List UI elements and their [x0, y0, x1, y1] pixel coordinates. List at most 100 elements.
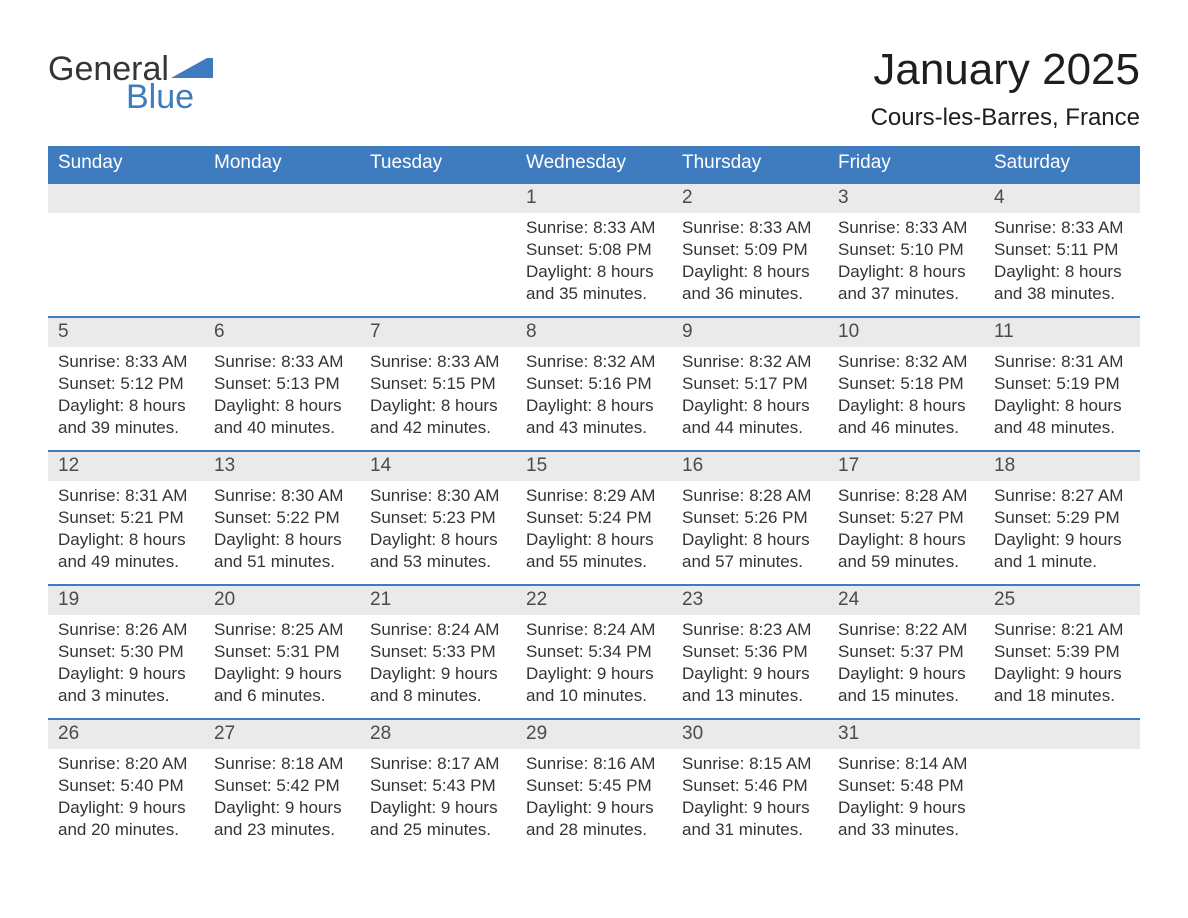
sunrise-text: Sunrise: 8:20 AM	[58, 753, 194, 775]
sunrise-text: Sunrise: 8:27 AM	[994, 485, 1130, 507]
day-number: 20	[204, 586, 360, 615]
sunset-text: Sunset: 5:48 PM	[838, 775, 974, 797]
sunrise-text: Sunrise: 8:21 AM	[994, 619, 1130, 641]
day-of-week-cell: Wednesday	[516, 146, 672, 182]
daylight-text: Daylight: 8 hours and 51 minutes.	[214, 529, 350, 573]
day-number-strip: 567891011	[48, 318, 1140, 347]
day-of-week-cell: Thursday	[672, 146, 828, 182]
day-cell: Sunrise: 8:28 AMSunset: 5:26 PMDaylight:…	[672, 481, 828, 584]
day-body-strip: Sunrise: 8:33 AMSunset: 5:08 PMDaylight:…	[48, 213, 1140, 316]
sunset-text: Sunset: 5:36 PM	[682, 641, 818, 663]
daylight-text: Daylight: 9 hours and 18 minutes.	[994, 663, 1130, 707]
daylight-text: Daylight: 8 hours and 59 minutes.	[838, 529, 974, 573]
day-cell	[984, 749, 1140, 852]
day-cell: Sunrise: 8:30 AMSunset: 5:23 PMDaylight:…	[360, 481, 516, 584]
daylight-text: Daylight: 9 hours and 28 minutes.	[526, 797, 662, 841]
sunrise-text: Sunrise: 8:32 AM	[838, 351, 974, 373]
day-number: 29	[516, 720, 672, 749]
sunrise-text: Sunrise: 8:30 AM	[214, 485, 350, 507]
day-cell: Sunrise: 8:31 AMSunset: 5:21 PMDaylight:…	[48, 481, 204, 584]
day-cell: Sunrise: 8:33 AMSunset: 5:15 PMDaylight:…	[360, 347, 516, 450]
calendar-grid: SundayMondayTuesdayWednesdayThursdayFrid…	[48, 146, 1140, 852]
daylight-text: Daylight: 8 hours and 38 minutes.	[994, 261, 1130, 305]
day-of-week-cell: Monday	[204, 146, 360, 182]
daylight-text: Daylight: 9 hours and 13 minutes.	[682, 663, 818, 707]
sunrise-text: Sunrise: 8:16 AM	[526, 753, 662, 775]
day-number: 11	[984, 318, 1140, 347]
month-year-title: January 2025	[871, 46, 1140, 94]
day-number-strip: 262728293031	[48, 720, 1140, 749]
sunrise-text: Sunrise: 8:15 AM	[682, 753, 818, 775]
day-number	[984, 720, 1140, 749]
sunset-text: Sunset: 5:40 PM	[58, 775, 194, 797]
sunset-text: Sunset: 5:17 PM	[682, 373, 818, 395]
daylight-text: Daylight: 8 hours and 37 minutes.	[838, 261, 974, 305]
daylight-text: Daylight: 8 hours and 43 minutes.	[526, 395, 662, 439]
sunrise-text: Sunrise: 8:33 AM	[526, 217, 662, 239]
sunset-text: Sunset: 5:27 PM	[838, 507, 974, 529]
day-number: 7	[360, 318, 516, 347]
day-number: 15	[516, 452, 672, 481]
sunset-text: Sunset: 5:13 PM	[214, 373, 350, 395]
sunrise-text: Sunrise: 8:26 AM	[58, 619, 194, 641]
day-number: 21	[360, 586, 516, 615]
daylight-text: Daylight: 8 hours and 36 minutes.	[682, 261, 818, 305]
sunrise-text: Sunrise: 8:32 AM	[682, 351, 818, 373]
daylight-text: Daylight: 8 hours and 42 minutes.	[370, 395, 506, 439]
daylight-text: Daylight: 9 hours and 6 minutes.	[214, 663, 350, 707]
day-cell: Sunrise: 8:29 AMSunset: 5:24 PMDaylight:…	[516, 481, 672, 584]
sunrise-text: Sunrise: 8:33 AM	[370, 351, 506, 373]
day-number: 22	[516, 586, 672, 615]
sunset-text: Sunset: 5:31 PM	[214, 641, 350, 663]
day-number: 23	[672, 586, 828, 615]
sunset-text: Sunset: 5:19 PM	[994, 373, 1130, 395]
daylight-text: Daylight: 8 hours and 35 minutes.	[526, 261, 662, 305]
day-number: 2	[672, 184, 828, 213]
day-of-week-cell: Saturday	[984, 146, 1140, 182]
sunset-text: Sunset: 5:34 PM	[526, 641, 662, 663]
sunset-text: Sunset: 5:15 PM	[370, 373, 506, 395]
week-row: 19202122232425Sunrise: 8:26 AMSunset: 5:…	[48, 584, 1140, 718]
day-cell: Sunrise: 8:24 AMSunset: 5:34 PMDaylight:…	[516, 615, 672, 718]
sunrise-text: Sunrise: 8:33 AM	[994, 217, 1130, 239]
day-number: 25	[984, 586, 1140, 615]
day-cell	[48, 213, 204, 316]
day-cell	[204, 213, 360, 316]
sunrise-text: Sunrise: 8:24 AM	[370, 619, 506, 641]
day-cell: Sunrise: 8:22 AMSunset: 5:37 PMDaylight:…	[828, 615, 984, 718]
day-number: 28	[360, 720, 516, 749]
day-cell: Sunrise: 8:17 AMSunset: 5:43 PMDaylight:…	[360, 749, 516, 852]
daylight-text: Daylight: 9 hours and 23 minutes.	[214, 797, 350, 841]
sunset-text: Sunset: 5:46 PM	[682, 775, 818, 797]
sunrise-text: Sunrise: 8:30 AM	[370, 485, 506, 507]
week-row: 262728293031Sunrise: 8:20 AMSunset: 5:40…	[48, 718, 1140, 852]
day-number: 24	[828, 586, 984, 615]
sunset-text: Sunset: 5:30 PM	[58, 641, 194, 663]
logo: General Blue	[48, 46, 213, 113]
day-cell: Sunrise: 8:21 AMSunset: 5:39 PMDaylight:…	[984, 615, 1140, 718]
day-cell: Sunrise: 8:23 AMSunset: 5:36 PMDaylight:…	[672, 615, 828, 718]
day-body-strip: Sunrise: 8:20 AMSunset: 5:40 PM Daylight:…	[48, 749, 1140, 852]
day-number	[204, 184, 360, 213]
sunset-text: Sunset: 5:18 PM	[838, 373, 974, 395]
sunset-text: Sunset: 5:37 PM	[838, 641, 974, 663]
day-number: 17	[828, 452, 984, 481]
day-number-strip: 1234	[48, 184, 1140, 213]
sunrise-text: Sunrise: 8:28 AM	[682, 485, 818, 507]
day-number: 27	[204, 720, 360, 749]
week-row: 12131415161718Sunrise: 8:31 AMSunset: 5:…	[48, 450, 1140, 584]
day-cell: Sunrise: 8:27 AMSunset: 5:29 PMDaylight:…	[984, 481, 1140, 584]
day-cell: Sunrise: 8:30 AMSunset: 5:22 PMDaylight:…	[204, 481, 360, 584]
daylight-text: Daylight: 9 hours and 15 minutes.	[838, 663, 974, 707]
day-cell: Sunrise: 8:33 AMSunset: 5:12 PMDaylight:…	[48, 347, 204, 450]
sunset-text: Sunset: 5:45 PM	[526, 775, 662, 797]
day-cell: Sunrise: 8:33 AMSunset: 5:13 PMDaylight:…	[204, 347, 360, 450]
daylight-text: Daylight: 9 hours and 31 minutes.	[682, 797, 818, 841]
daylight-text: Daylight: 8 hours and 49 minutes.	[58, 529, 194, 573]
calendar-page: General Blue January 2025 Cours-les-Barr…	[0, 0, 1188, 892]
daylight-text: Daylight: 9 hours and 3 minutes.	[58, 663, 194, 707]
sunrise-text: Sunrise: 8:14 AM	[838, 753, 974, 775]
sunrise-text: Sunrise: 8:33 AM	[58, 351, 194, 373]
day-of-week-cell: Sunday	[48, 146, 204, 182]
sunrise-text: Sunrise: 8:29 AM	[526, 485, 662, 507]
